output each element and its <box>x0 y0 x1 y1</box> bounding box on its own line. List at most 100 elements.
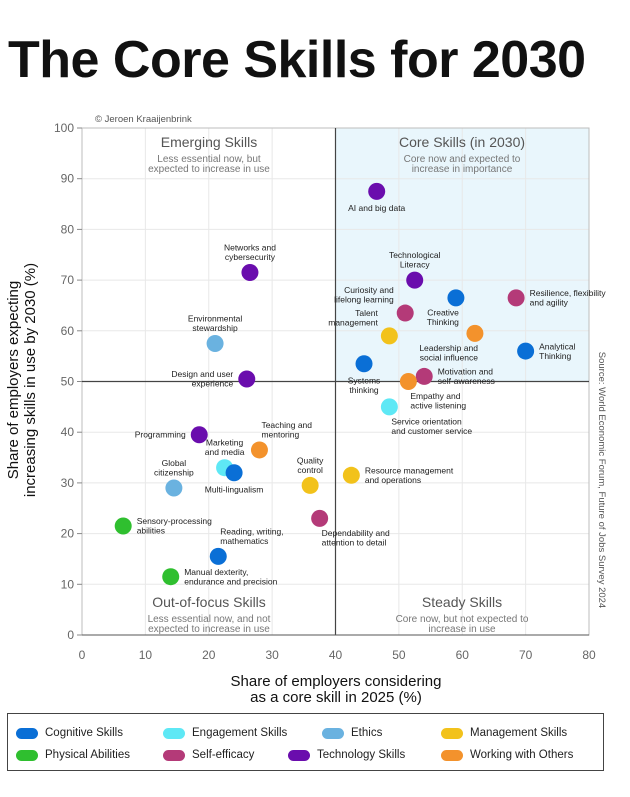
data-point-self_efficacy <box>415 367 433 385</box>
x-tick-label: 0 <box>79 648 86 662</box>
data-label: social influence <box>420 352 478 362</box>
data-label: Global <box>162 458 187 468</box>
y-tick-label: 30 <box>61 476 75 490</box>
data-label: mentoring <box>261 429 299 439</box>
data-point-self_efficacy <box>507 289 525 307</box>
data-label: lifelong learning <box>334 295 394 305</box>
data-point-working_with_others <box>399 373 417 390</box>
quadrant-out-of-focus-title: Out-of-focus Skills <box>152 594 266 610</box>
legend-swatch <box>288 749 310 761</box>
quadrant-emerging-title: Emerging Skills <box>161 134 257 150</box>
data-label: active listening <box>410 401 466 411</box>
data-label: stewardship <box>192 323 238 333</box>
y-tick-label: 100 <box>54 121 74 135</box>
data-label: Literacy <box>400 260 431 270</box>
data-point-working_with_others <box>466 324 484 342</box>
data-point-cognitive <box>447 289 465 307</box>
data-label: thinking <box>349 385 379 395</box>
data-label: attention to detail <box>322 537 387 547</box>
data-label: Thinking <box>427 317 459 327</box>
data-label: Teaching and <box>261 420 312 430</box>
data-label: Technological <box>389 250 441 260</box>
legend-label: Cognitive Skills <box>45 727 123 739</box>
y-tick-label: 0 <box>67 628 74 642</box>
legend-label: Physical Abilities <box>45 749 131 761</box>
y-axis-title: increasing skills in use by 2030 (%) <box>22 263 39 497</box>
quadrant-core-subtitle: increase in importance <box>412 164 513 175</box>
data-point-cognitive <box>517 342 535 360</box>
x-axis-title: as a core skill in 2025 (%) <box>250 689 422 706</box>
data-label: abilities <box>137 526 165 536</box>
data-label: Sensory-processing <box>137 516 212 526</box>
y-tick-label: 50 <box>61 375 75 389</box>
data-label: AI and big data <box>348 203 405 213</box>
data-label: and customer service <box>391 426 472 436</box>
copyright-text: © Jeroen Kraaijenbrink <box>95 114 192 125</box>
legend: Cognitive Skills Engagement Skills Ethics M… <box>7 713 604 771</box>
data-label: Curiosity and <box>344 285 394 295</box>
data-point-working_with_others <box>250 441 268 459</box>
source-credit: Source: World Economic Forum, Future of … <box>596 352 607 608</box>
quadrant-core-title: Core Skills (in 2030) <box>399 134 525 150</box>
data-point-self_efficacy <box>396 304 414 322</box>
quadrant-core-subtitle: Core now and expected to <box>404 154 521 165</box>
data-label: endurance and precision <box>184 576 277 586</box>
data-label: Creative <box>427 307 459 317</box>
legend-item-working_with_others: Working with Others <box>441 749 573 761</box>
legend-item-ethics: Ethics <box>322 727 382 739</box>
legend-label: Ethics <box>351 727 383 739</box>
data-label: Marketing <box>206 438 244 448</box>
data-label: Resource management <box>365 466 454 476</box>
y-tick-label: 60 <box>61 324 75 338</box>
legend-swatch <box>16 749 38 761</box>
x-tick-label: 10 <box>139 648 153 662</box>
data-label: cybersecurity <box>225 252 276 262</box>
legend-item-technology: Technology Skills <box>288 749 405 761</box>
data-point-technology <box>238 370 256 388</box>
data-label: management <box>328 317 378 327</box>
legend-item-management: Management Skills <box>441 727 567 739</box>
data-label: Leadership and <box>419 343 478 353</box>
data-label: and operations <box>365 475 421 485</box>
data-point-self_efficacy <box>311 509 329 527</box>
data-label: mathematics <box>220 536 268 546</box>
data-label: experience <box>192 379 234 389</box>
x-tick-label: 70 <box>519 648 533 662</box>
data-label: Empathy and <box>410 391 460 401</box>
y-tick-label: 80 <box>61 222 75 236</box>
data-label: self-awareness <box>438 376 495 386</box>
data-label: Talent <box>355 308 378 318</box>
data-point-technology <box>406 271 424 289</box>
data-point-technology <box>190 426 208 444</box>
data-point-management <box>342 466 360 484</box>
legend-swatch <box>163 749 185 761</box>
data-label: and media <box>205 447 245 457</box>
data-point-ethics <box>165 479 183 497</box>
legend-item-self_efficacy: Self-efficacy <box>163 749 254 761</box>
legend-swatch <box>322 727 344 739</box>
data-label: Service orientation <box>391 416 462 426</box>
y-axis-title: Share of employers expecting <box>5 281 22 479</box>
legend-label: Technology Skills <box>317 749 406 761</box>
data-label: Environmental <box>188 313 242 323</box>
data-label: Thinking <box>539 351 571 361</box>
data-point-technology <box>241 263 259 281</box>
data-point-technology <box>368 182 386 200</box>
data-point-physical <box>162 568 180 586</box>
data-label: Resilience, flexibility <box>530 288 607 298</box>
x-tick-label: 50 <box>392 648 406 662</box>
y-tick-label: 70 <box>61 273 75 287</box>
data-label: Programming <box>135 430 186 440</box>
legend-label: Self-efficacy <box>192 749 255 761</box>
legend-swatch <box>441 727 463 739</box>
legend-label: Engagement Skills <box>192 727 288 739</box>
data-label: citizenship <box>154 467 194 477</box>
legend-swatch <box>441 749 463 761</box>
data-label: Networks and <box>224 242 276 252</box>
data-point-physical <box>114 517 132 535</box>
quadrant-out-of-focus-subtitle: Less essential now, and not <box>148 614 271 625</box>
data-label: Motivation and <box>438 367 494 377</box>
legend-label: Management Skills <box>470 727 568 739</box>
y-tick-label: 90 <box>61 172 75 186</box>
